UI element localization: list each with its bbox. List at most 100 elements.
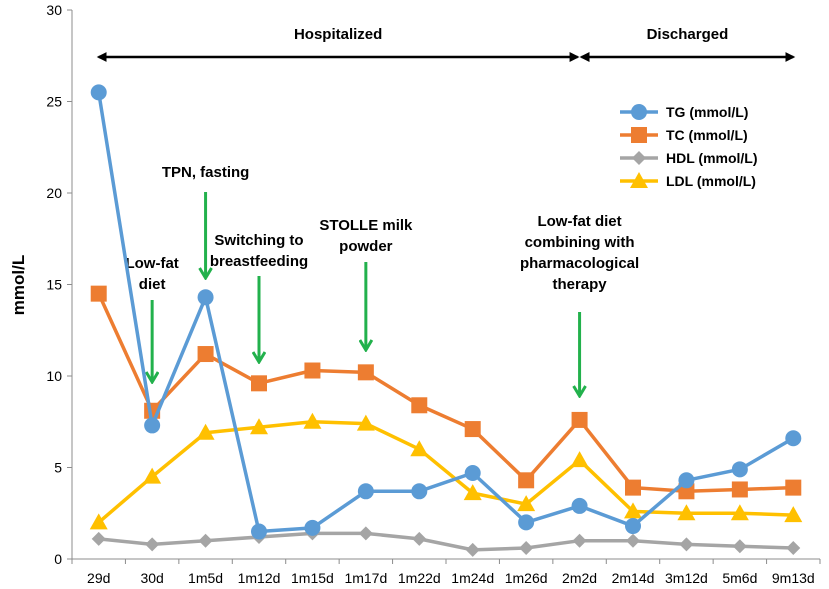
phase-label: Hospitalized	[294, 26, 382, 43]
data-point-tg	[197, 289, 214, 306]
legend-label-hdl: HDL (mmol/L)	[666, 150, 758, 166]
legend-marker-tc	[631, 127, 647, 143]
data-point-hdl	[198, 533, 213, 548]
annotation-text: pharmacological	[520, 255, 639, 272]
series-line-ldl	[97, 420, 794, 524]
series-line-tc	[97, 292, 794, 494]
data-point-hdl	[465, 542, 480, 557]
data-point-tc	[197, 346, 214, 363]
x-tick-label: 3m12d	[665, 570, 708, 586]
legend-marker-ldl	[630, 172, 648, 188]
data-point-tg	[90, 84, 107, 101]
series-layer	[89, 84, 803, 557]
data-point-tc	[731, 481, 748, 498]
legend-label-tc: TC (mmol/L)	[666, 127, 748, 143]
legend-marker-hdl	[632, 151, 646, 165]
data-point-ldl	[143, 467, 162, 484]
annotation-text: combining with	[525, 234, 635, 251]
y-tick-label: 20	[46, 185, 62, 201]
annotations: Low-fat diet TPN, fasting Switching to breas…	[125, 164, 639, 396]
data-point-hdl	[732, 539, 747, 554]
data-point-tc	[251, 375, 267, 392]
data-point-ldl	[250, 418, 268, 435]
data-point-ldl	[730, 504, 749, 521]
data-point-ldl	[463, 484, 482, 501]
data-point-hdl	[145, 537, 160, 552]
data-point-hdl	[519, 541, 534, 556]
x-tick-label: 1m17d	[344, 570, 387, 586]
annotation-text: diet	[139, 276, 166, 293]
data-point-ldl	[196, 423, 215, 440]
data-point-hdl	[358, 526, 373, 541]
data-point-ldl	[356, 414, 375, 431]
data-point-ldl	[784, 506, 803, 523]
y-tick-label: 25	[46, 94, 62, 110]
legend-label-tg: TG (mmol/L)	[666, 104, 748, 120]
axes: 0 5 10 15 20 25 30 29d 30d 1m5d 1m12d 1m15d 1m17d 1m2…	[46, 2, 821, 586]
data-point-tg	[518, 514, 535, 531]
data-point-tg	[625, 518, 641, 535]
data-point-ldl	[89, 513, 108, 530]
legend-marker-tg	[631, 104, 647, 120]
x-tick-label: 2m14d	[612, 570, 655, 586]
data-point-tc	[625, 479, 641, 496]
data-point-ldl	[570, 451, 589, 468]
legend: TG (mmol/L) TC (mmol/L) HDL (mmol/L) LDL (m…	[620, 104, 758, 189]
data-point-hdl	[626, 533, 640, 548]
series-tg	[90, 84, 802, 540]
data-point-tc	[357, 364, 374, 381]
x-tick-label: 2m2d	[562, 570, 597, 586]
data-point-ldl	[410, 440, 429, 457]
data-point-tc	[90, 285, 107, 302]
data-point-tg	[411, 483, 428, 500]
series-line-tg	[96, 92, 795, 534]
annotation-text: powder	[339, 238, 392, 255]
data-point-tg	[144, 417, 161, 434]
data-point-tg	[678, 472, 695, 489]
data-point-ldl	[677, 504, 696, 521]
phase-label: Discharged	[647, 26, 729, 43]
y-axis-label: mmol/L	[9, 255, 28, 315]
y-tick-label: 15	[46, 277, 62, 293]
annotation-text: STOLLE milk	[319, 217, 413, 234]
x-tick-label: 29d	[87, 570, 110, 586]
data-point-hdl	[91, 531, 106, 546]
x-tick-label: 1m26d	[505, 570, 548, 586]
y-tick-label: 5	[54, 460, 62, 476]
annotation-text: TPN, fasting	[162, 164, 250, 181]
annotation-text: Low-fat	[125, 255, 178, 272]
data-point-ldl	[517, 495, 536, 512]
x-tick-label: 30d	[140, 570, 163, 586]
data-point-tc	[571, 411, 588, 428]
x-tick-label: 1m12d	[238, 570, 281, 586]
series-hdl	[91, 526, 801, 557]
data-point-hdl	[572, 533, 587, 548]
data-point-tg	[304, 519, 321, 536]
data-point-tc	[785, 479, 802, 496]
data-point-hdl	[412, 531, 427, 546]
x-tick-label: 1m22d	[398, 570, 441, 586]
annotation-text: Low-fat diet	[537, 213, 621, 230]
y-tick-label: 0	[54, 551, 62, 567]
phase-markers: Hospitalized Discharged	[96, 26, 796, 62]
x-tick-label: 5m6d	[722, 570, 757, 586]
data-point-ldl	[624, 502, 642, 519]
data-point-tg	[785, 430, 802, 447]
annotation-text: breastfeeding	[210, 253, 308, 270]
data-point-tc	[304, 362, 321, 379]
series-line-hdl	[98, 531, 794, 552]
x-tick-label: 1m24d	[451, 570, 494, 586]
data-point-tc	[678, 483, 695, 500]
legend-label-ldl: LDL (mmol/L)	[666, 173, 756, 189]
annotation-text: Switching to	[214, 232, 303, 249]
data-point-tg	[571, 497, 588, 514]
data-point-tc	[411, 397, 428, 414]
annotation-text: therapy	[552, 276, 607, 293]
y-tick-label: 30	[46, 2, 62, 18]
data-point-tg	[731, 461, 748, 478]
x-tick-label: 1m5d	[188, 570, 223, 586]
data-point-tc	[464, 421, 481, 438]
data-point-tg	[357, 483, 374, 500]
y-tick-label: 10	[46, 368, 62, 384]
